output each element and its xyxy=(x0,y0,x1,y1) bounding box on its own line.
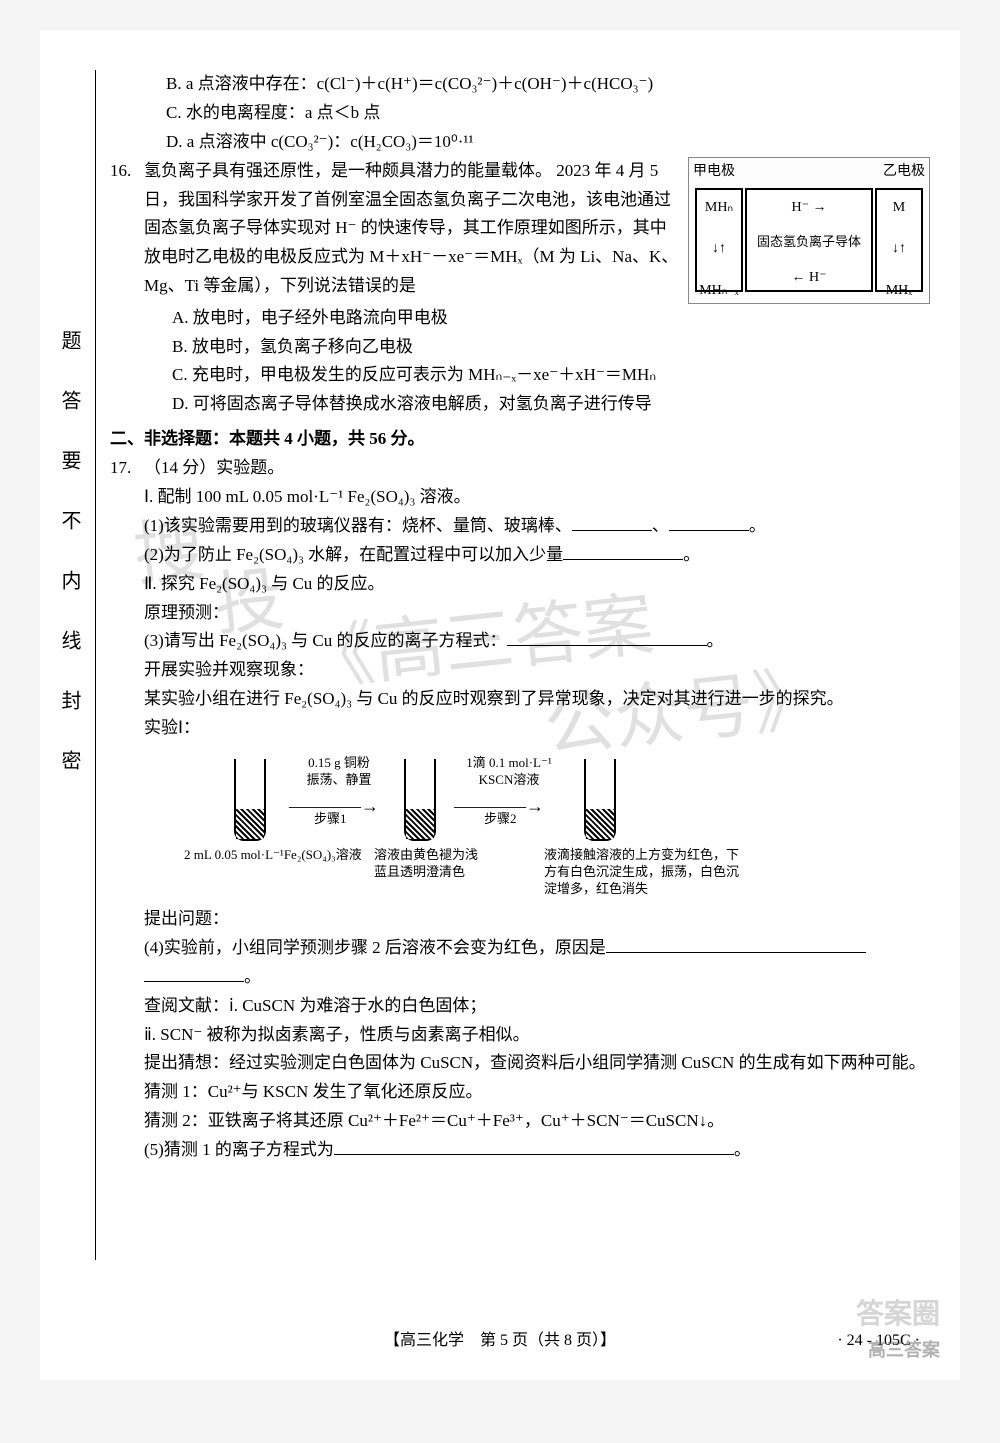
q17-g2: 猜测 2：亚铁离子将其还原 Cu²⁺＋Fe²⁺＝Cu⁺＋Fe³⁺，Cu⁺＋SCN… xyxy=(144,1107,930,1136)
bat-arrow-top: H⁻ → xyxy=(747,196,871,220)
tube3-label: 液滴接触溶液的上方变为红色，下 方有白色沉淀生成，振荡，白色沉 淀增多，红色消失 xyxy=(544,847,804,898)
section2-title: 二、非选择题：本题共 4 小题，共 56 分。 xyxy=(110,425,930,454)
bat-right-top: M xyxy=(877,196,921,220)
q16-optC: C. 充电时，甲电极发生的反应可表示为 MHₙ₋ₓ－xe⁻＋xH⁻＝MHₙ xyxy=(144,361,930,390)
q17-ref: 查阅文献：ⅰ. CuSCN 为难溶于水的白色固体； xyxy=(144,992,930,1021)
bat-center: 固态氢负离子导体 xyxy=(747,231,871,253)
q17: 17. 搜 投 《高三答案 公众号》 （14 分）实验题。 Ⅰ. 配制 100 … xyxy=(110,454,930,1165)
q17-g1: 猜测 1：Cu²⁺与 KSCN 发生了氧化还原反应。 xyxy=(144,1078,930,1107)
bat-left-top: MHₙ xyxy=(697,196,741,220)
tube1-label: 2 mL 0.05 mol·L⁻¹Fe₂(SO₄)₃溶液 xyxy=(184,847,364,864)
exam-page: 题答要不内线封密 B. a 点溶液中存在：c(Cl⁻)＋c(H⁺)＝c(CO₃²… xyxy=(40,30,960,1380)
q16-optA: A. 放电时，电子经外电路流向甲电极 xyxy=(144,304,930,333)
electrode-left-label: 甲电极 xyxy=(693,160,735,184)
q16-optB: B. 放电时，氢负离子移向乙电极 xyxy=(144,333,930,362)
q16-number: 16. xyxy=(110,157,144,420)
q17-p4: (4)实验前，小组同学预测步骤 2 后溶液不会变为红色，原因是 xyxy=(144,934,930,963)
battery-diagram: 甲电极 乙电极 MHₙ ↓↑ MHₙ₋ₓ H⁻ → 固态氢负离子导体 ← H⁻ xyxy=(688,157,930,304)
q17-obs-text: 某实验小组在进行 Fe₂(SO₄)₃ 与 Cu 的反应时观察到了异常现象，决定对… xyxy=(144,685,930,714)
q17-ask: 提出问题： xyxy=(144,905,930,934)
corner-watermark-1-icon: 答案圈 xyxy=(856,1292,940,1332)
option-D: D. a 点溶液中 c(CO₃²⁻)：c(H₂CO₃)＝10⁰·¹¹ xyxy=(110,128,930,157)
bat-left-bot: MHₙ₋ₓ xyxy=(697,279,741,303)
experiment-diagram: 2 mL 0.05 mol·L⁻¹Fe₂(SO₄)₃溶液 0.15 g 铜粉 振… xyxy=(194,749,930,899)
option-B: B. a 点溶液中存在：c(Cl⁻)＋c(H⁺)＝c(CO₃²⁻)＋c(OH⁻)… xyxy=(110,70,930,99)
q17-II: Ⅱ. 探究 Fe₂(SO₄)₃ 与 Cu 的反应。 xyxy=(144,570,930,599)
margin-vertical-text: 题答要不内线封密 xyxy=(55,330,84,810)
tube2-label: 溶液由黄色褪为浅 蓝且透明澄清色 xyxy=(374,847,504,881)
bat-arrow-bot: ← H⁻ xyxy=(747,266,871,290)
step1-label: 步骤1 xyxy=(314,811,347,828)
q16: 16. 甲电极 乙电极 MHₙ ↓↑ MHₙ₋ₓ H⁻ → 固态氢负离子导体 xyxy=(110,157,930,420)
q17-guess-title: 提出猜想：经过实验测定白色固体为 CuSCN，查阅资料后小组同学猜测 CuSCN… xyxy=(144,1049,930,1078)
q17-p3: (3)请写出 Fe₂(SO₄)₃ 与 Cu 的反应的离子方程式：。 xyxy=(144,627,930,656)
q17-p2: (2)为了防止 Fe₂(SO₄)₃ 水解，在配置过程中可以加入少量。 xyxy=(144,541,930,570)
electrode-right-label: 乙电极 xyxy=(883,160,925,184)
option-C: C. 水的电离程度：a 点＜b 点 xyxy=(110,99,930,128)
q16-stem2: 2023 年 4 月 5 日，我国科学家开发了首例室温全固态氢负离子二次电池，该… xyxy=(144,161,678,296)
q16-stem1: 氢负离子具有强还原性，是一种颇具潜力的能量载体。 xyxy=(144,161,552,180)
q17-pred-title: 原理预测： xyxy=(144,599,930,628)
step2-label: 步骤2 xyxy=(484,811,517,828)
q17-p4-line2: 。 xyxy=(144,963,930,992)
page-content: B. a 点溶液中存在：c(Cl⁻)＋c(H⁺)＝c(CO₃²⁻)＋c(OH⁻)… xyxy=(110,70,930,1165)
q17-head: （14 分）实验题。 xyxy=(144,454,930,483)
q17-number: 17. xyxy=(110,454,144,1165)
margin-line xyxy=(95,70,96,1260)
q17-I: Ⅰ. 配制 100 mL 0.05 mol·L⁻¹ Fe₂(SO₄)₃ 溶液。 xyxy=(144,483,930,512)
q17-p1: (1)该实验需要用到的玻璃仪器有：烧杯、量筒、玻璃棒、、。 xyxy=(144,512,930,541)
q17-p5: (5)猜测 1 的离子方程式为。 xyxy=(144,1136,930,1165)
corner-watermark-2-icon: 高三答案 xyxy=(868,1336,940,1362)
q17-exp1: 实验Ⅰ： xyxy=(144,714,930,743)
step2-top: 1滴 0.1 mol·L⁻¹ KSCN溶液 xyxy=(454,755,564,789)
step1-top: 0.15 g 铜粉 振荡、静置 xyxy=(289,755,389,789)
q17-ref2: ⅱ. SCN⁻ 被称为拟卤素离子，性质与卤素离子相似。 xyxy=(144,1021,930,1050)
bat-right-bot: MHₓ xyxy=(877,279,921,303)
q17-obs: 开展实验并观察现象： xyxy=(144,656,930,685)
q16-optD: D. 可将固态离子导体替换成水溶液电解质，对氢负离子进行传导 xyxy=(144,390,930,419)
page-footer: 【高三化学 第 5 页（共 8 页）】 xyxy=(40,1326,960,1350)
